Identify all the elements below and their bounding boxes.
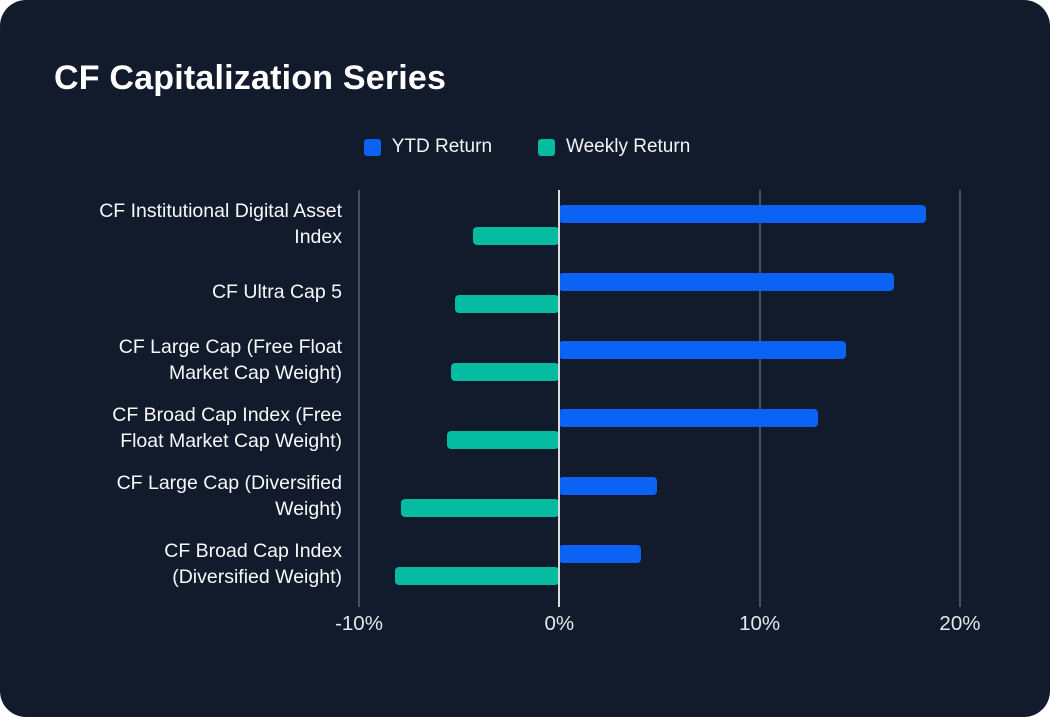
chart-row — [354, 258, 1000, 326]
category-label-text: CF Ultra Cap 5 — [211, 281, 342, 303]
bar-rows — [354, 190, 1000, 598]
plot-area — [354, 190, 1000, 598]
bar-ytd-return — [559, 205, 926, 223]
category-labels-column: CF Institutional Digital Asset Index CF U… — [54, 190, 354, 598]
gridline — [758, 190, 761, 598]
bar-weekly-return — [447, 431, 560, 449]
category-label-cf-broad-cap-index-free-float-market-cap: CF Broad Cap Index (Free Float Market Ca… — [54, 394, 354, 462]
bar-weekly-return — [395, 567, 560, 585]
chart-row — [354, 462, 1000, 530]
category-label-text: CF Institutional Digital Asset Index — [99, 200, 342, 248]
bar-ytd-return — [559, 545, 642, 563]
category-label-cf-large-cap-diversified-weight: CF Large Cap (Diversified Weight) — [54, 462, 354, 530]
x-tick-mark — [558, 598, 561, 607]
bar-chart: CF Institutional Digital Asset Index CF U… — [54, 190, 1000, 598]
chart-row — [354, 190, 1000, 258]
category-label-cf-large-cap-free-float-market-cap-weigh: CF Large Cap (Free Float Market Cap Weig… — [54, 326, 354, 394]
bar-ytd-return — [559, 409, 818, 427]
bar-ytd-return — [559, 477, 658, 495]
x-tick-label: 20% — [939, 612, 981, 635]
bar-ytd-return — [559, 273, 894, 291]
x-tick-label: -10% — [335, 612, 383, 635]
category-label-cf-ultra-cap-5: CF Ultra Cap 5 — [54, 258, 354, 326]
chart-title: CF Capitalization Series — [54, 59, 447, 97]
bar-weekly-return — [455, 295, 560, 313]
bar-weekly-return — [401, 499, 560, 517]
chart-row — [354, 394, 1000, 462]
category-label-cf-broad-cap-index-diversified-weight: CF Broad Cap Index (Diversified Weight) — [54, 530, 354, 598]
legend-item-ytd-return[interactable]: YTD Return — [363, 136, 493, 158]
x-tick-mark — [958, 598, 961, 607]
gridline — [958, 190, 961, 598]
category-label-text: CF Large Cap (Diversified Weight) — [116, 472, 342, 520]
legend-item-weekly-return[interactable]: Weekly Return — [538, 136, 690, 158]
x-tick-mark — [758, 598, 761, 607]
category-label-text: CF Broad Cap Index (Diversified Weight) — [164, 540, 342, 588]
x-tick-mark — [358, 598, 360, 607]
bar-weekly-return — [473, 227, 560, 245]
category-label-text: CF Large Cap (Free Float Market Cap Weig… — [118, 336, 342, 384]
x-tick-label: 10% — [739, 612, 781, 635]
bar-ytd-return — [559, 341, 846, 359]
bar-weekly-return — [451, 363, 560, 381]
legend: YTD Return Weekly Return — [54, 134, 1000, 160]
category-label-text: CF Broad Cap Index (Free Float Market Ca… — [112, 404, 342, 452]
x-tick-label: 0% — [544, 612, 575, 635]
zero-axis-line — [558, 190, 561, 598]
category-label-cf-institutional-digital-asset-index: CF Institutional Digital Asset Index — [54, 190, 354, 258]
gridline — [358, 190, 360, 598]
legend-label: Weekly Return — [566, 136, 691, 157]
legend-swatch-weekly-return — [538, 138, 556, 156]
chart-row — [354, 530, 1000, 598]
chart-row — [354, 326, 1000, 394]
legend-label: YTD Return — [391, 136, 493, 157]
legend-swatch-ytd-return — [363, 138, 381, 156]
x-axis: -10% 0% 10% 20% — [335, 598, 1000, 654]
